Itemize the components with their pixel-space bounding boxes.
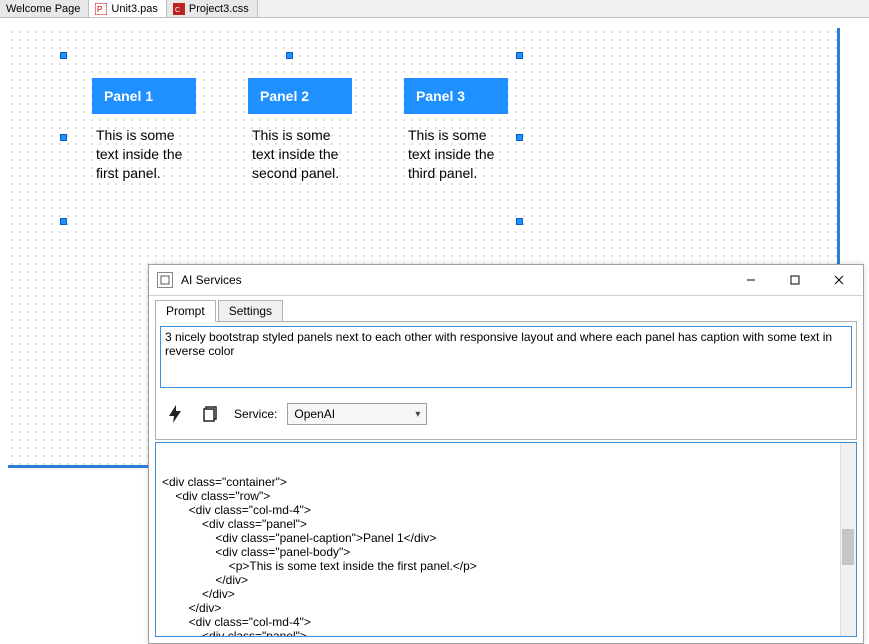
tab-prompt[interactable]: Prompt xyxy=(155,300,216,322)
tab-label: Settings xyxy=(229,304,272,318)
output-box[interactable]: <div class="container"> <div class="row"… xyxy=(155,442,857,637)
output-content: <div class="container"> <div class="row"… xyxy=(162,475,850,637)
ai-tab-strip: Prompt Settings xyxy=(155,300,857,322)
tab-project3css[interactable]: C Project3.css xyxy=(167,0,258,17)
window-title: AI Services xyxy=(181,273,242,287)
panel-row: Panel 1 This is some text inside the fir… xyxy=(92,78,508,183)
selection-handle[interactable] xyxy=(516,218,523,225)
tab-label: Unit3.pas xyxy=(111,3,157,15)
service-row: Service: OpenAI xyxy=(160,391,852,435)
selection-handle[interactable] xyxy=(516,134,523,141)
run-button[interactable] xyxy=(162,401,188,427)
tab-label: Project3.css xyxy=(189,3,249,15)
editor-tab-bar: Welcome Page P Unit3.pas C Project3.css xyxy=(0,0,869,18)
selection-handle[interactable] xyxy=(60,52,67,59)
selection-handle[interactable] xyxy=(60,218,67,225)
panel-1[interactable]: Panel 1 This is some text inside the fir… xyxy=(92,78,196,183)
panel-caption: Panel 2 xyxy=(248,78,352,114)
service-select[interactable]: OpenAI xyxy=(287,403,427,425)
scrollbar-thumb[interactable] xyxy=(842,529,854,565)
ai-titlebar[interactable]: AI Services xyxy=(149,265,863,295)
panel-caption: Panel 3 xyxy=(404,78,508,114)
ai-body: Prompt Settings Service: OpenAI xyxy=(149,295,863,643)
copy-button[interactable] xyxy=(198,401,224,427)
css-file-icon: C xyxy=(173,3,185,15)
pas-file-icon: P xyxy=(95,3,107,15)
service-label: Service: xyxy=(234,407,277,421)
tab-settings[interactable]: Settings xyxy=(218,300,283,322)
tab-label: Welcome Page xyxy=(6,3,80,15)
panel-caption: Panel 1 xyxy=(92,78,196,114)
selection-handle[interactable] xyxy=(286,52,293,59)
panel-body: This is some text inside the third panel… xyxy=(404,114,508,183)
tab-welcome[interactable]: Welcome Page xyxy=(0,0,89,17)
ai-services-window: AI Services Prompt Settings xyxy=(148,264,864,644)
service-value: OpenAI xyxy=(294,407,335,421)
svg-text:C: C xyxy=(175,7,180,14)
maximize-button[interactable] xyxy=(773,266,817,294)
tab-unit3[interactable]: P Unit3.pas xyxy=(89,0,166,17)
svg-text:P: P xyxy=(97,5,102,14)
selection-handle[interactable] xyxy=(516,52,523,59)
selection-handle[interactable] xyxy=(60,134,67,141)
form-designer: Panel 1 This is some text inside the fir… xyxy=(0,18,869,632)
prompt-page: Service: OpenAI xyxy=(155,321,857,440)
panel-2[interactable]: Panel 2 This is some text inside the sec… xyxy=(248,78,352,183)
window-icon xyxy=(157,272,173,288)
panel-body: This is some text inside the first panel… xyxy=(92,114,196,183)
tab-label: Prompt xyxy=(166,304,205,318)
panel-3[interactable]: Panel 3 This is some text inside the thi… xyxy=(404,78,508,183)
close-button[interactable] xyxy=(817,266,861,294)
panel-body: This is some text inside the second pane… xyxy=(248,114,352,183)
scrollbar[interactable] xyxy=(840,443,856,636)
minimize-button[interactable] xyxy=(729,266,773,294)
prompt-input[interactable] xyxy=(160,326,852,388)
